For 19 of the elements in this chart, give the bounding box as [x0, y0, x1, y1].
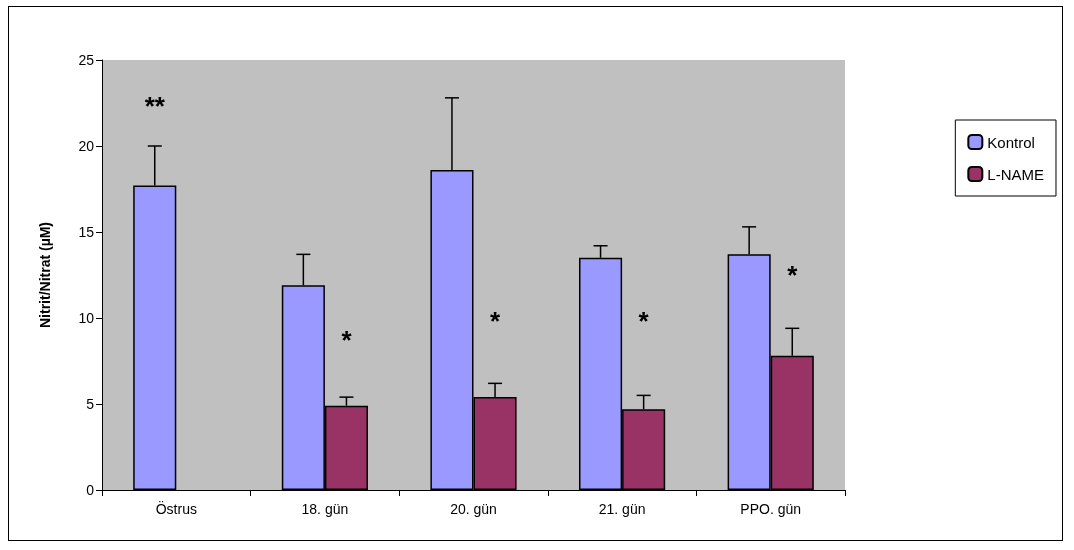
y-tick-label: 20 — [78, 138, 95, 154]
annotation: * — [489, 306, 501, 337]
y-tick-label: 15 — [78, 224, 95, 240]
annotation: * — [638, 306, 650, 337]
x-tick-label: Östrus — [155, 500, 197, 517]
legend-label: Kontrol — [987, 133, 1035, 151]
x-tick-label: 21. gün — [598, 501, 646, 517]
y-tick-label: 25 — [78, 52, 95, 68]
annotation: * — [787, 260, 799, 290]
y-tick-label: 0 — [86, 482, 95, 498]
y-tick-label: 10 — [78, 310, 95, 326]
legend-label: L-NAME — [987, 165, 1045, 183]
y-axis-title: Nitrit/Nitrat (µM) — [37, 221, 53, 329]
annotation: ** — [144, 91, 166, 121]
x-tick-label: 18. gün — [301, 501, 349, 517]
x-tick-label: 20. gün — [450, 501, 497, 517]
x-tick-label: PPO. gün — [740, 501, 802, 517]
y-tick-label: 5 — [86, 396, 95, 412]
annotation: * — [341, 325, 353, 356]
